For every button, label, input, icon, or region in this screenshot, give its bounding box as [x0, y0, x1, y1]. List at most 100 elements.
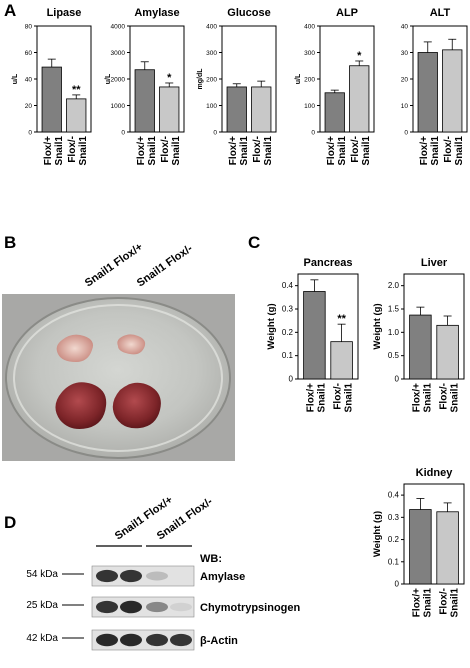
- lipase-category-label: Flox/+Snail1: [43, 136, 65, 166]
- wb-band: [96, 633, 118, 647]
- glucose-ytick-label: 300: [206, 50, 217, 57]
- glucose-chart: Glucose 0 100 200 300 400 mg/dL Flox/+Snail1 Flo…: [197, 7, 277, 166]
- alp-bar-flox-minus: [349, 65, 370, 133]
- liver-title: Liver: [421, 257, 448, 269]
- glucose-category-label: Flox/-Snail1: [252, 136, 274, 166]
- alt-bar-flox-minus: [442, 49, 463, 133]
- pancreas-flox-minus: [117, 334, 146, 355]
- wb-band: [170, 602, 192, 612]
- kidney-ytick-label: 0.1: [388, 557, 400, 566]
- lipase-significance: **: [72, 84, 81, 96]
- alp-title: ALP: [336, 7, 358, 19]
- amylase-bar-flox-minus: [159, 86, 180, 133]
- liver-chart: Liver 0 0.5 1.0 1.5 2.0 Weight (g) Flox/+Snail1…: [372, 257, 465, 413]
- alt-ytick-label: 40: [401, 24, 409, 31]
- alt-ytick-label: 0: [404, 130, 408, 137]
- liver-category-label: Flox/-Snail1: [439, 383, 461, 413]
- pancreas-ytick-label: 0: [289, 375, 294, 384]
- alp-ytick-label: 200: [304, 77, 315, 84]
- lipase-ytick-label: 0: [28, 130, 32, 137]
- dissection-photo: Snail1 Flox/+ Snail1 Flox/-: [2, 241, 235, 461]
- panel-label-b: B: [4, 233, 16, 252]
- alp-category-label: Flox/+Snail1: [326, 136, 348, 166]
- kidney-ylabel: Weight (g): [372, 511, 383, 557]
- wb-band: [146, 571, 168, 581]
- pancreas-ytick-label: 0.4: [282, 281, 294, 290]
- liver-ytick-label: 1.5: [388, 305, 400, 314]
- wb-band: [146, 633, 168, 647]
- amylase-ytick-label: 1000: [111, 103, 126, 110]
- liver-ylabel: Weight (g): [372, 303, 383, 349]
- wb-header: WB:: [200, 553, 222, 565]
- pancreas-chart: Pancreas 0 0.1 0.2 0.3 0.4 Weight (g) Flox/+Sna…: [266, 257, 359, 413]
- panel-label-d: D: [4, 513, 16, 532]
- glucose-ylabel: mg/dL: [197, 68, 204, 90]
- kidney-bar-flox-plus: [409, 509, 432, 585]
- kidney-category-label: Flox/-Snail1: [439, 588, 461, 618]
- alt-bar-flox-plus: [417, 52, 438, 133]
- kidney-ytick-label: 0: [395, 580, 400, 589]
- alp-category-label: Flox/-Snail1: [350, 136, 372, 166]
- alp-significance: *: [357, 50, 362, 62]
- alt-ytick-label: 20: [401, 77, 409, 84]
- liver-ytick-label: 0.5: [388, 351, 400, 360]
- glucose-bar-flox-plus: [226, 86, 247, 133]
- pancreas-flox-plus: [56, 334, 93, 362]
- pancreas-ylabel: Weight (g): [266, 303, 277, 349]
- wb-row: 54 kDa Amylase: [26, 565, 245, 587]
- pancreas-ytick-label: 0.3: [282, 305, 294, 314]
- kidney-plot-frame: [403, 483, 465, 585]
- wb-protein-label: β-Actin: [200, 635, 238, 647]
- kidney-ytick-label: 0.4: [388, 491, 400, 500]
- wb-protein-label: Amylase: [200, 571, 245, 583]
- liver-ytick-label: 1.0: [388, 328, 400, 337]
- panel-label-a: A: [4, 1, 16, 20]
- lipase-ylabel: u/L: [12, 73, 19, 84]
- lipase-ytick-label: 60: [25, 50, 33, 57]
- amylase-ytick-label: 2000: [111, 77, 126, 84]
- amylase-ytick-label: 4000: [111, 24, 126, 31]
- liver-flox-minus: [112, 382, 161, 429]
- amylase-category-label: Flox/+Snail1: [136, 136, 158, 166]
- liver-flox-plus: [55, 382, 107, 429]
- kidney-ytick-label: 0.3: [388, 513, 400, 522]
- kidney-ytick-label: 0.2: [388, 535, 400, 544]
- pancreas-ytick-label: 0.1: [282, 351, 294, 360]
- lipase-chart: Lipase 0 20 40 60 80 u/L Flox/+Snail1 ** Flox/-Sn…: [12, 7, 92, 166]
- alp-ytick-label: 300: [304, 50, 315, 57]
- wb-size-label: 25 kDa: [26, 600, 58, 611]
- lipase-category-label: Flox/-Snail1: [67, 136, 89, 166]
- pancreas-ytick-label: 0.2: [282, 328, 294, 337]
- kidney-category-label: Flox/+Snail1: [411, 588, 433, 618]
- lipase-ytick-label: 40: [25, 77, 33, 84]
- kidney-chart: Kidney 0 0.1 0.2 0.3 0.4 Weight (g) Flox/+Snail…: [372, 467, 465, 618]
- glucose-ytick-label: 0: [213, 130, 217, 137]
- liver-bar-flox-minus: [436, 324, 459, 380]
- wb-row: 25 kDa Chymotrypsinogen: [26, 596, 301, 618]
- kidney-bar-flox-minus: [436, 511, 459, 585]
- alp-ytick-label: 0: [311, 130, 315, 137]
- amylase-ytick-label: 0: [121, 130, 125, 137]
- wb-band: [170, 633, 192, 647]
- lipase-bar-flox-plus: [41, 66, 62, 133]
- wb-band: [96, 600, 118, 614]
- lipase-ytick-label: 80: [25, 24, 33, 31]
- wb-membrane-strip: [91, 629, 195, 651]
- amylase-category-label: Flox/-Snail1: [160, 136, 182, 166]
- wb-band: [120, 600, 142, 614]
- wb-size-label: 54 kDa: [26, 569, 58, 580]
- bar-charts: Lipase020406080u/LFlox/+Snail1**Flox/-Sn…: [12, 7, 468, 618]
- alp-ytick-label: 400: [304, 24, 315, 31]
- alt-category-label: Flox/-Snail1: [443, 136, 465, 166]
- glucose-bar-flox-minus: [251, 86, 272, 133]
- liver-plot-frame: [403, 273, 465, 380]
- wb-membrane-strip: [91, 596, 195, 618]
- pancreas-significance: **: [337, 313, 346, 325]
- alt-ytick-label: 10: [401, 103, 409, 110]
- wb-band: [146, 601, 168, 613]
- amylase-bar-flox-plus: [134, 69, 155, 133]
- alt-category-label: Flox/+Snail1: [419, 136, 441, 166]
- alp-chart: ALP 0 100 200 300 400 u/L Flox/+Snail1 * Flox/-Sn…: [295, 7, 375, 166]
- wb-membrane-strip: [91, 565, 195, 587]
- pancreas-category-label: Flox/+Snail1: [305, 383, 327, 413]
